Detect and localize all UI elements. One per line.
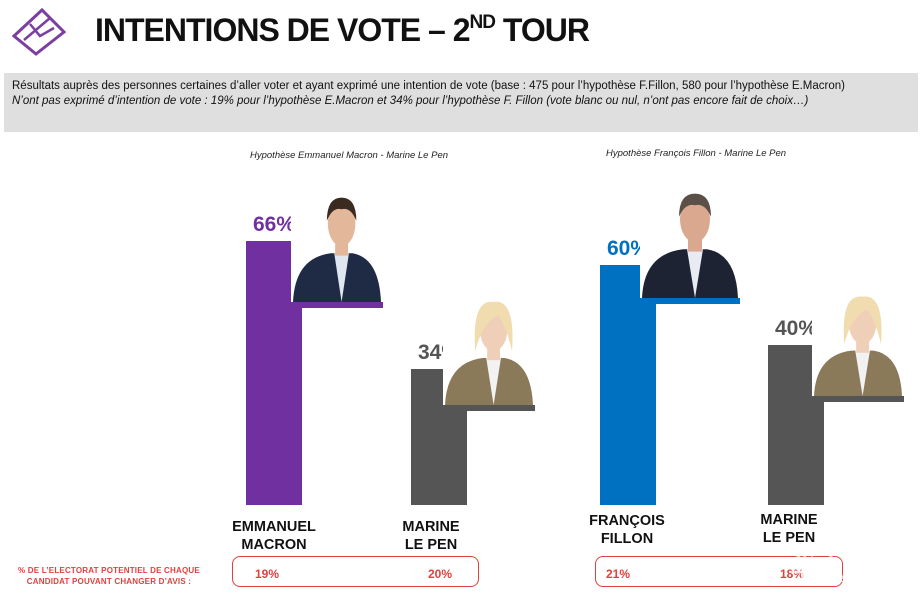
bar-fillon — [600, 265, 656, 505]
page-title: INTENTIONS DE VOTE – 2ND TOUR — [95, 12, 590, 48]
candidate-name-lepen-1-line1: MARINE — [402, 519, 460, 535]
marine-le-pen-photo — [443, 293, 535, 405]
info-box: Résultats auprès des personnes certaines… — [4, 73, 918, 132]
candidate-name-lepen-2-line1: MARINE — [760, 512, 818, 528]
photo-strip — [443, 405, 535, 411]
candidate-name-lepen-1: MARINE LE PEN — [386, 518, 476, 554]
bar-label-lepen-2: 40% — [775, 317, 817, 340]
info-no-intention-text: N’ont pas exprimé d’intention de vote : … — [12, 95, 809, 107]
candidate-name-macron-line2: MACRON — [241, 537, 307, 553]
change-of-mind-label: % DE L’ELECTORAT POTENTIEL DE CHAQUE CAN… — [4, 565, 214, 587]
watermark-text: HUAREN JIE — [804, 574, 878, 584]
change-of-mind-lepen-1: 20% — [428, 567, 453, 581]
candidate-name-fillon-line2: FILLON — [600, 531, 654, 547]
francois-fillon-photo — [640, 182, 740, 298]
change-of-mind-lepen-2: 18% — [780, 567, 805, 581]
change-of-mind-label-line2: CANDIDAT POUVANT CHANGER D’AVIS : — [26, 577, 192, 586]
candidate-name-macron: EMMANUEL MACRON — [222, 518, 326, 554]
photo-strip — [640, 298, 740, 304]
candidate-name-lepen-2-line2: LE PEN — [762, 530, 816, 546]
candidate-name-macron-line1: EMMANUEL — [232, 519, 316, 535]
candidate-name-lepen-1-line2: LE PEN — [404, 537, 458, 553]
marine-le-pen-photo-2 — [812, 288, 904, 396]
candidate-name-fillon-line1: FRANÇOIS — [589, 513, 665, 529]
info-base-text: Résultats auprès des personnes certaines… — [12, 80, 845, 92]
candidate-name-fillon: FRANÇOIS FILLON — [575, 512, 679, 548]
hypothesis-macron-title: Hypothèse Emmanuel Macron - Marine Le Pe… — [250, 150, 449, 161]
change-of-mind-label-line1: % DE L’ELECTORAT POTENTIEL DE CHAQUE — [18, 566, 200, 575]
emmanuel-macron-photo — [291, 186, 383, 302]
candidate-name-lepen-2: MARINE LE PEN — [744, 511, 834, 547]
photo-strip — [812, 396, 904, 402]
bar-label-fillon: 60% — [607, 237, 649, 260]
change-of-mind-box-macron — [232, 556, 479, 587]
hypothesis-fillon-title: Hypothèse François Fillon - Marine Le Pe… — [606, 148, 787, 159]
change-of-mind-macron: 19% — [255, 567, 280, 581]
change-of-mind-fillon: 21% — [606, 567, 631, 581]
photo-strip — [291, 302, 383, 308]
watermark-logo: 华人街 — [790, 553, 875, 583]
ballot-box-icon — [11, 7, 67, 56]
change-of-mind-box-fillon — [595, 556, 843, 587]
bar-label-macron: 66% — [253, 213, 295, 236]
